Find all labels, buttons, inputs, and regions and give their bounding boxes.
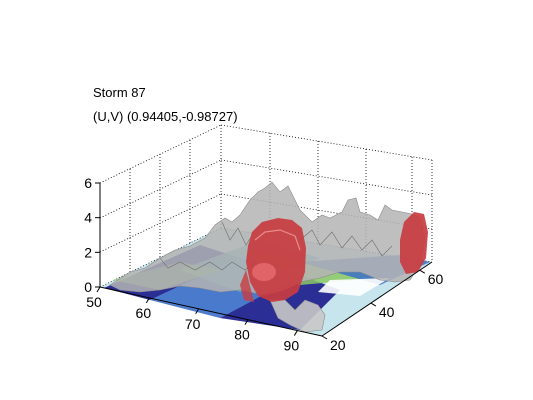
y-tick-label: 20	[330, 337, 346, 353]
z-axis: 0 2 4 6	[84, 175, 100, 295]
y-tick-label: 60	[428, 271, 444, 287]
x-tick-label: 60	[136, 305, 152, 321]
z-tick-label: 6	[84, 175, 92, 191]
chart-subtitle: (U,V) (0.94405,-0.98727)	[93, 109, 238, 124]
x-tick-mark	[96, 286, 101, 293]
x-tick-label: 70	[185, 316, 201, 332]
plot-box	[99, 183, 433, 337]
chart-title: Storm 87	[93, 85, 146, 100]
red-isosurface	[240, 212, 428, 302]
x-axis: 50 60 70 80 90	[86, 286, 300, 354]
x-tick-label: 90	[284, 338, 300, 354]
y-tick-mark	[321, 335, 328, 340]
x-tick-label: 50	[86, 294, 102, 310]
x-tick-mark	[293, 330, 298, 336]
x-tick-mark	[145, 297, 150, 304]
x-tick-mark	[195, 308, 200, 315]
z-tick-label: 2	[84, 244, 92, 260]
z-tick-label: 4	[84, 210, 92, 226]
plot-grid	[99, 124, 433, 288]
y-tick-mark	[419, 269, 426, 274]
z-tick-label: 0	[84, 279, 92, 295]
y-tick-label: 40	[379, 304, 395, 320]
y-tick-mark	[370, 302, 377, 307]
x-tick-label: 80	[234, 327, 250, 343]
y-axis: 20 40 60	[321, 269, 444, 353]
x-tick-mark	[244, 319, 249, 325]
